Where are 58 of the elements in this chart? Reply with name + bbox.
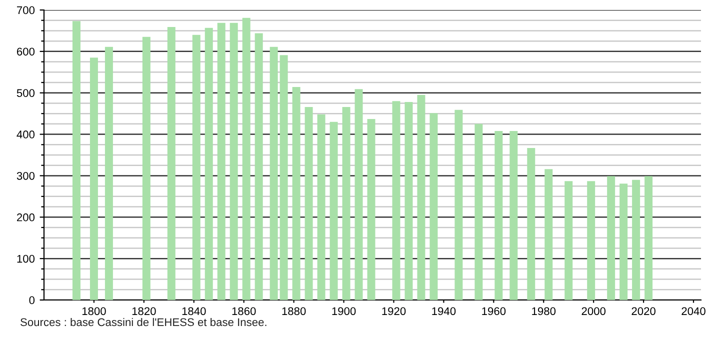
bar [330,122,338,300]
bar [587,181,596,300]
bar [90,58,98,300]
y-tick-label: 600 [17,48,35,56]
x-tick-label: 2000 [582,307,606,316]
bar [292,87,300,300]
source-note: Sources : base Cassini de l'EHESS et base Insee. [20,318,266,326]
x-tick-label: 1920 [382,307,406,316]
bar [510,130,518,300]
bar [392,101,400,300]
bar [564,181,573,300]
x-tick-label: 1840 [182,307,206,316]
y-tick-label: 700 [17,6,35,14]
bar [430,113,438,300]
x-tick-label: 2020 [632,307,656,316]
bar [72,21,80,300]
bar [544,169,553,300]
bar [527,148,536,300]
x-tick-label: 1800 [82,307,106,316]
bar [192,34,200,300]
bar [404,102,413,300]
y-tick-label: 500 [16,89,35,97]
x-tick-label: 1980 [532,307,556,316]
bar [317,114,326,300]
bar [280,55,288,300]
bar [270,46,278,300]
bar [644,176,653,300]
x-tick-label: 1940 [432,307,456,316]
bar [494,130,503,300]
bar [217,22,226,300]
bar [620,184,628,300]
bar [367,118,376,300]
bar [142,36,150,300]
bar [304,106,313,300]
bar [607,176,616,300]
bar [454,110,463,300]
y-tick-label: 300 [16,172,35,180]
bar [342,106,350,300]
y-tick-label: 200 [16,213,35,222]
x-tick-label: 1820 [132,307,156,316]
bar [254,33,263,300]
bar [242,18,250,300]
bar [417,94,426,300]
bar [204,28,213,300]
y-tick-label: 400 [16,130,35,138]
bar [354,89,363,300]
x-tick-label: 2040 [682,307,706,316]
bar [167,26,176,300]
y-tick-label: 0 [29,296,35,304]
x-tick-label: 1960 [482,307,506,316]
bar [104,46,113,300]
x-tick-label: 1900 [332,307,356,316]
bar [230,22,238,300]
x-tick-label: 1880 [282,307,306,316]
bar [632,180,640,300]
bar [474,124,483,300]
y-tick-label: 100 [17,254,35,263]
x-tick-label: 1860 [232,307,256,316]
